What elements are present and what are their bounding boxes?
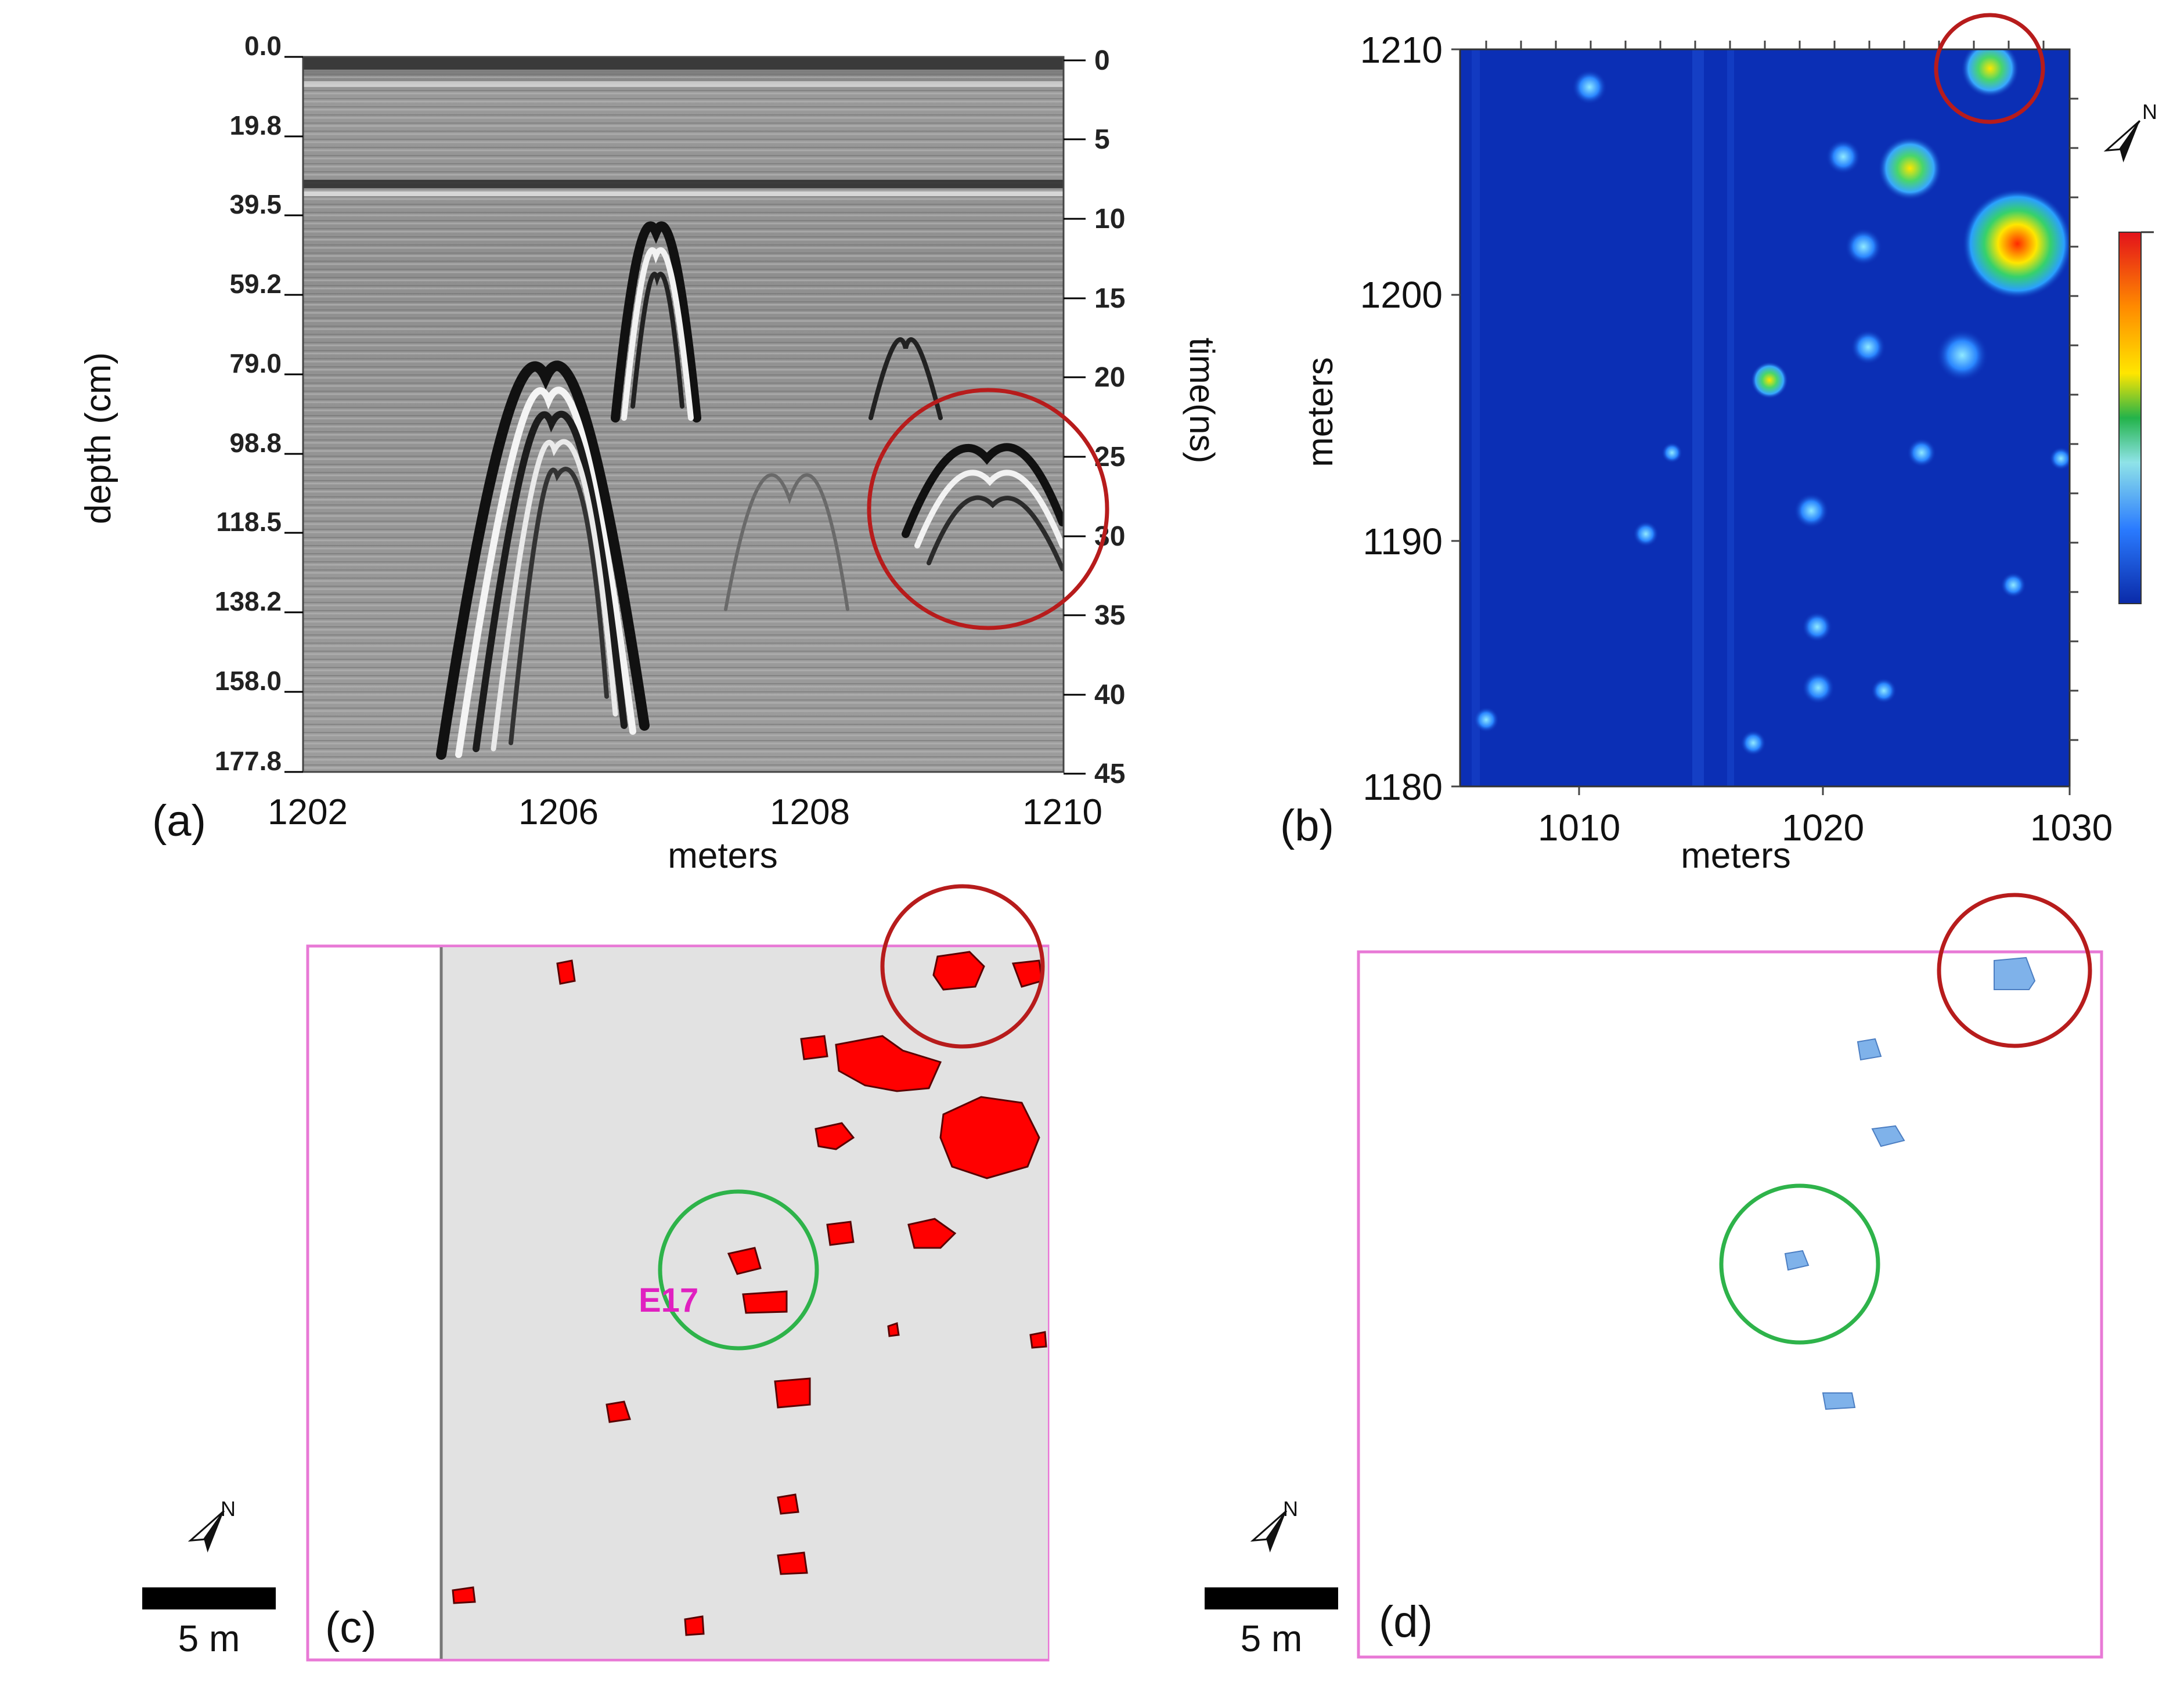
x-axis-title: meters: [1681, 836, 1790, 876]
highlight-circle: [1934, 13, 2045, 124]
match-circle: [1719, 1183, 1880, 1345]
panel-label: (c): [325, 1603, 377, 1652]
depth-tick: 39.5: [229, 189, 282, 219]
y-tick: 1190: [1363, 521, 1443, 562]
depth-tick: 98.8: [229, 428, 282, 458]
north-arrow-icon: [2103, 120, 2141, 163]
scale-bar: [1205, 1587, 1338, 1609]
panel-label: (b): [1280, 801, 1334, 850]
x-tick: 1030: [2030, 807, 2113, 849]
depth-tick: 0.0: [244, 31, 282, 61]
x-tick: 1010: [1538, 807, 1620, 849]
time-tick: 0: [1094, 45, 1110, 76]
time-tick: 20: [1094, 362, 1125, 393]
x-tick: 1206: [518, 792, 599, 832]
time-tick: 5: [1094, 124, 1110, 155]
north-label: N: [221, 1497, 236, 1521]
highlight-circle: [880, 884, 1045, 1049]
panel-d: N 5 m (d): [1205, 893, 2103, 1659]
depth-tick: 79.0: [229, 348, 282, 378]
x-tick: 1210: [1022, 792, 1102, 832]
depth-tick: 158.0: [215, 666, 282, 696]
y-tick: 1200: [1360, 274, 1443, 316]
y-tick: 1180: [1363, 766, 1443, 808]
anomaly-label: E17: [639, 1282, 698, 1319]
anomaly-blobs: [452, 951, 1047, 1636]
time-tick: 40: [1094, 680, 1125, 710]
time-tick: 10: [1094, 204, 1125, 234]
highlight-circle: [867, 388, 1109, 630]
depth-axis-title: depth (cm): [78, 352, 118, 524]
panel-c: E17 N 5 m (c): [142, 884, 1050, 1662]
x-tick: 1208: [770, 792, 850, 832]
time-tick: 45: [1094, 759, 1125, 789]
time-axis-title: time(ns): [1183, 338, 1221, 464]
y-tick: 1210: [1360, 29, 1443, 71]
time-tick: 15: [1094, 283, 1125, 314]
x-tick: 1202: [268, 792, 348, 832]
anomaly-blobs: [1784, 956, 2036, 1410]
depth-tick: 19.8: [229, 110, 282, 140]
depth-tick: 138.2: [215, 586, 282, 616]
scale-bar: [142, 1587, 276, 1609]
colorbar: [2118, 231, 2154, 604]
depth-tick: 59.2: [229, 269, 282, 299]
heatmap-image: [1460, 49, 2070, 786]
north-label: N: [1283, 1497, 1298, 1521]
highlight-circle: [1937, 893, 2092, 1048]
panel-label: (a): [152, 796, 206, 846]
match-circle: [658, 1189, 819, 1351]
x-axis-title: meters: [668, 836, 777, 876]
radargram-image: [303, 57, 1064, 772]
panel-b: 1210 1200 1190 1180 meters 1010 1020 103…: [1280, 13, 2157, 876]
depth-tick: 177.8: [215, 746, 282, 776]
depth-tick: 118.5: [216, 507, 282, 537]
x-tick: 1020: [1782, 807, 1864, 849]
north-arrow-icon: [1250, 1510, 1288, 1553]
map-frame: [1357, 950, 2103, 1659]
y-axis-title: meters: [1300, 357, 1340, 467]
north-arrow-icon: [188, 1510, 225, 1553]
panel-label: (d): [1379, 1597, 1433, 1647]
north-label: N: [2142, 100, 2157, 124]
time-axis: [1064, 59, 1086, 775]
scale-bar-label: 5 m: [178, 1618, 240, 1659]
depth-axis: [284, 56, 303, 773]
panel-a: 0.0 19.8 39.5 59.2 79.0 98.8 118.5 138.2…: [78, 31, 1221, 876]
time-tick: 35: [1094, 600, 1125, 631]
scale-bar-label: 5 m: [1241, 1618, 1303, 1659]
